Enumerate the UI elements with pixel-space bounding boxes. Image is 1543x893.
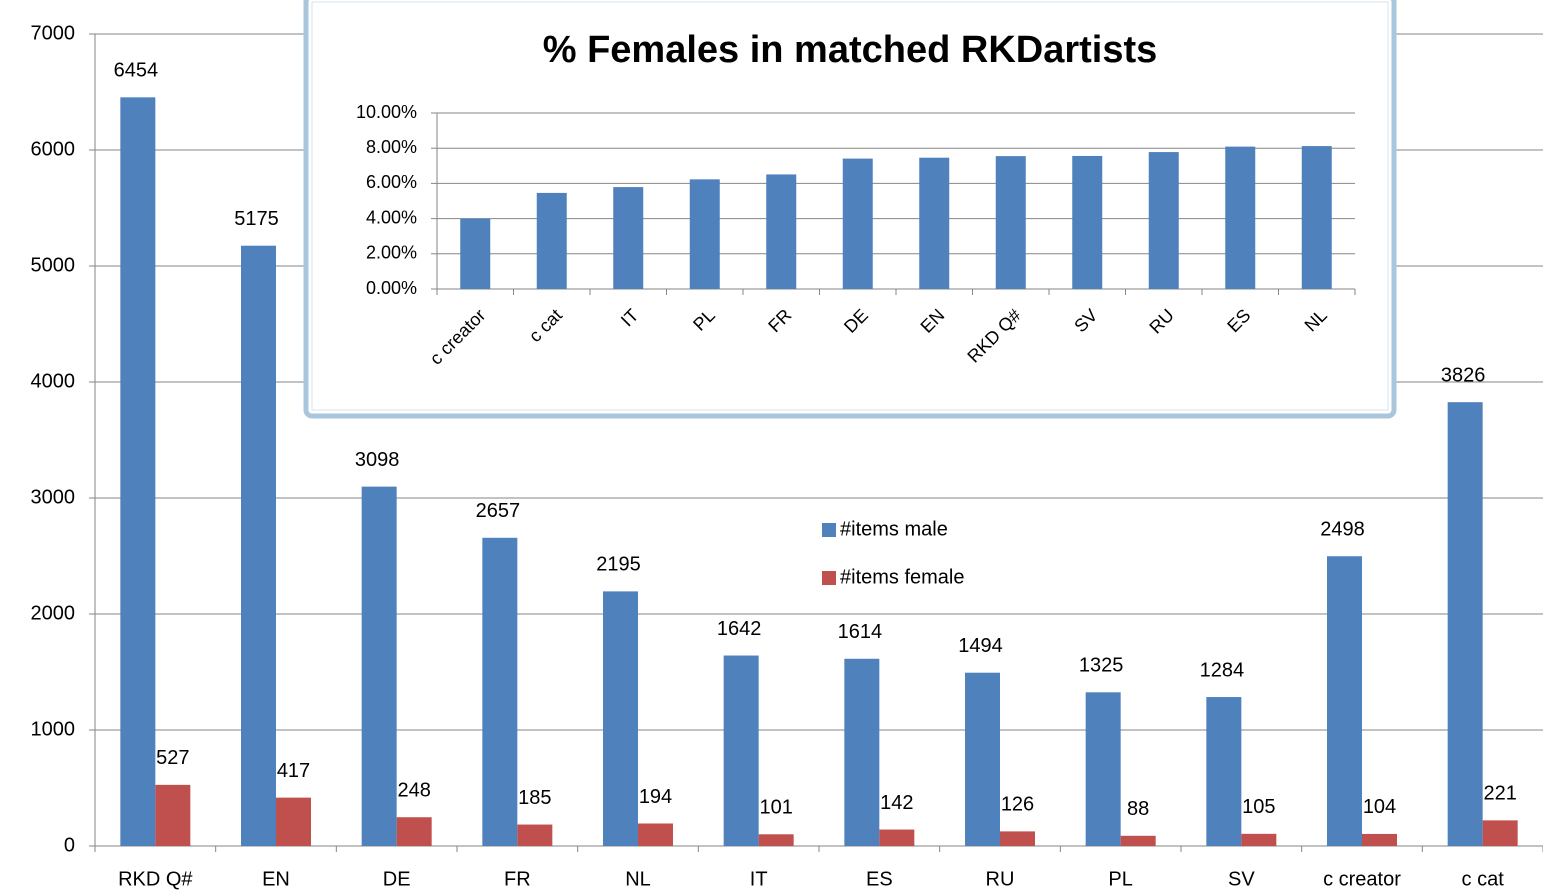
bar xyxy=(689,179,720,289)
bar xyxy=(517,824,553,846)
value-label: 221 xyxy=(1483,783,1516,805)
bar xyxy=(1225,146,1256,289)
y-tick-label: 6.00% xyxy=(366,172,417,192)
bar xyxy=(965,672,1000,846)
value-label: 6454 xyxy=(114,60,159,82)
bar xyxy=(919,157,950,289)
y-tick-label: 2000 xyxy=(31,602,76,624)
bar xyxy=(1362,833,1397,846)
bar xyxy=(460,218,491,289)
legend-label: #items female xyxy=(840,566,965,588)
bar xyxy=(1482,820,1518,846)
value-label: 417 xyxy=(277,760,310,782)
x-tick-label: FR xyxy=(504,868,531,890)
value-label: 3098 xyxy=(355,449,400,471)
value-label: 1494 xyxy=(958,635,1003,657)
y-tick-label: 6000 xyxy=(31,138,76,160)
value-label: 2657 xyxy=(476,500,521,522)
bar xyxy=(396,817,432,846)
y-tick-label: 10.00% xyxy=(356,102,417,122)
value-label: 2195 xyxy=(596,554,641,576)
y-tick-label: 1000 xyxy=(31,718,76,740)
bar xyxy=(1301,146,1332,289)
x-tick-label: IT xyxy=(750,868,768,890)
value-label: 1325 xyxy=(1079,655,1124,677)
value-label: 101 xyxy=(759,797,792,819)
bar xyxy=(723,655,759,846)
value-label: 248 xyxy=(397,780,430,802)
value-label: 105 xyxy=(1242,796,1275,818)
x-tick-label: DE xyxy=(383,868,411,890)
y-tick-label: 8.00% xyxy=(366,137,417,157)
value-label: 104 xyxy=(1363,796,1396,818)
bar xyxy=(758,834,794,846)
x-tick-label: RKD Q# xyxy=(118,868,193,890)
bar xyxy=(1120,835,1156,846)
bar xyxy=(995,156,1026,289)
bar xyxy=(1327,556,1362,846)
x-tick-label: c creator xyxy=(1323,868,1401,890)
bar xyxy=(1447,402,1483,846)
value-label: 5175 xyxy=(234,208,279,230)
x-tick-label: c cat xyxy=(1462,868,1505,890)
value-label: 185 xyxy=(518,787,551,809)
legend-swatch xyxy=(822,571,836,585)
y-tick-label: 0.00% xyxy=(366,278,417,298)
bar xyxy=(276,797,311,846)
y-tick-label: 3000 xyxy=(31,486,76,508)
y-tick-label: 0 xyxy=(64,834,75,856)
legend-swatch xyxy=(822,523,836,537)
x-tick-label: PL xyxy=(1108,868,1132,890)
inset-frame-inner xyxy=(311,1,1389,411)
bar xyxy=(120,97,156,846)
y-tick-label: 5000 xyxy=(31,254,76,276)
bar xyxy=(155,784,191,846)
bar xyxy=(536,192,567,289)
value-label: 142 xyxy=(880,792,913,814)
y-tick-label: 4000 xyxy=(31,370,76,392)
bar xyxy=(1000,831,1035,846)
value-label: 88 xyxy=(1127,798,1149,820)
bar xyxy=(361,486,397,846)
x-tick-label: ES xyxy=(866,868,893,890)
value-label: 1614 xyxy=(838,621,883,643)
value-label: 1284 xyxy=(1200,659,1245,681)
bar xyxy=(603,591,638,846)
bar xyxy=(613,187,644,289)
bar xyxy=(766,174,797,289)
value-label: 2498 xyxy=(1320,519,1365,541)
bar xyxy=(1072,155,1103,289)
bar xyxy=(844,658,880,846)
y-tick-label: 7000 xyxy=(31,22,76,44)
value-label: 527 xyxy=(156,747,189,769)
x-tick-label: RU xyxy=(986,868,1015,890)
y-tick-label: 4.00% xyxy=(366,207,417,227)
value-label: 1642 xyxy=(717,618,762,640)
x-tick-label: EN xyxy=(262,868,290,890)
value-label: 126 xyxy=(1001,794,1034,816)
value-label: 194 xyxy=(639,786,672,808)
bar xyxy=(1206,697,1242,846)
bar xyxy=(638,823,673,846)
bar xyxy=(482,537,518,846)
chart-title: % Females in matched RKDartists xyxy=(543,29,1158,71)
x-tick-label: SV xyxy=(1228,868,1255,890)
y-tick-label: 2.00% xyxy=(366,243,417,263)
legend-label: #items male xyxy=(840,518,948,540)
bar xyxy=(1085,692,1121,846)
value-label: 3826 xyxy=(1441,364,1486,386)
bar xyxy=(1148,152,1179,289)
bar xyxy=(1241,833,1277,846)
bar xyxy=(879,829,915,846)
x-tick-label: NL xyxy=(625,868,651,890)
bar xyxy=(842,158,873,289)
bar xyxy=(241,245,276,846)
